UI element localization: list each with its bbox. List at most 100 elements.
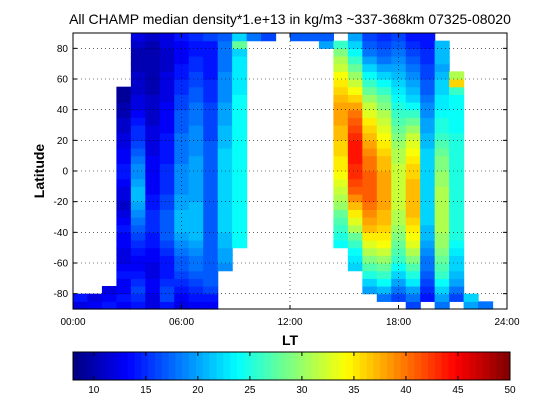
- heatmap-cell: [449, 224, 465, 233]
- heatmap-cell: [130, 125, 146, 134]
- heatmap-cell: [116, 255, 132, 264]
- colorbar-tick-label: 50: [504, 385, 516, 396]
- heatmap-cell: [347, 48, 363, 57]
- heatmap-cell: [203, 155, 219, 164]
- heatmap-cell: [174, 102, 190, 111]
- heatmap-cell: [420, 270, 436, 279]
- heatmap-cell: [145, 56, 161, 65]
- heatmap-cell: [116, 94, 132, 103]
- heatmap-cell: [434, 186, 450, 195]
- heatmap-cell: [391, 109, 407, 118]
- heatmap-cell: [116, 132, 132, 141]
- y-tick-label: 40: [57, 105, 69, 116]
- heatmap-cell: [405, 293, 421, 302]
- heatmap-cell: [391, 163, 407, 172]
- heatmap-cell: [376, 194, 392, 203]
- heatmap-cell: [217, 201, 233, 210]
- colorbar-segment: [86, 352, 94, 380]
- heatmap-cell: [391, 33, 407, 42]
- x-tick-label: 00:00: [60, 317, 85, 328]
- heatmap-cell: [159, 263, 175, 272]
- heatmap-cell: [391, 132, 407, 141]
- heatmap-cell: [376, 186, 392, 195]
- heatmap-cell: [217, 86, 233, 95]
- heatmap-cell: [420, 171, 436, 180]
- heatmap-cell: [116, 278, 132, 287]
- heatmap-cell: [391, 232, 407, 241]
- heatmap-cell: [405, 140, 421, 149]
- heatmap-cell: [203, 201, 219, 210]
- heatmap-cell: [420, 86, 436, 95]
- heatmap-cell: [362, 286, 378, 295]
- heatmap-cell: [217, 148, 233, 157]
- heatmap-cell: [232, 201, 248, 210]
- heatmap-cell: [347, 40, 363, 49]
- heatmap-cell: [449, 117, 465, 126]
- heatmap-cell: [174, 125, 190, 134]
- heatmap-cell: [246, 33, 262, 42]
- colorbar-segment: [441, 352, 450, 380]
- heatmap-cell: [449, 132, 465, 141]
- heatmap-cell: [347, 232, 363, 241]
- heatmap-cell: [449, 201, 465, 210]
- heatmap-cell: [405, 86, 421, 95]
- heatmap-cell: [188, 163, 204, 172]
- heatmap-cell: [232, 140, 248, 149]
- heatmap-cell: [449, 247, 465, 256]
- heatmap-cell: [333, 125, 349, 134]
- heatmap-cell: [145, 247, 161, 256]
- heatmap-cell: [434, 278, 450, 287]
- heatmap-cell: [174, 155, 190, 164]
- heatmap-cell: [217, 255, 233, 264]
- heatmap-cell: [145, 194, 161, 203]
- heatmap-cell: [333, 194, 349, 203]
- heatmap-cell: [376, 40, 392, 49]
- heatmap-cell: [203, 132, 219, 141]
- heatmap-cell: [405, 232, 421, 241]
- heatmap-cell: [188, 209, 204, 218]
- colorbar-segment: [380, 352, 388, 380]
- heatmap-cell: [188, 186, 204, 195]
- heatmap-cell: [376, 125, 392, 134]
- heatmap-cell: [232, 155, 248, 164]
- heatmap-cell: [130, 178, 146, 187]
- colorbar-segment: [141, 352, 149, 380]
- colorbar-segment: [428, 352, 436, 380]
- colorbar-tick-label: 30: [296, 385, 308, 396]
- colorbar-segment: [148, 352, 156, 380]
- heatmap-cell: [347, 79, 363, 88]
- heatmap-cell: [203, 71, 219, 80]
- heatmap-cell: [434, 201, 450, 210]
- heatmap-cell: [232, 102, 248, 111]
- heatmap-cell: [203, 270, 219, 279]
- heatmap-cell: [449, 255, 465, 264]
- heatmap-cell: [333, 56, 349, 65]
- heatmap-cell: [159, 86, 175, 95]
- heatmap-cell: [130, 286, 146, 295]
- heatmap-cell: [376, 33, 392, 42]
- heatmap-cell: [203, 178, 219, 187]
- colorbar-segment: [107, 352, 115, 380]
- heatmap-cell: [145, 148, 161, 157]
- heatmap-cell: [159, 286, 175, 295]
- heatmap-cell: [420, 194, 436, 203]
- heatmap-cell: [347, 94, 363, 103]
- heatmap-cell: [130, 301, 146, 310]
- heatmap-cell: [145, 86, 161, 95]
- heatmap-cell: [203, 109, 219, 118]
- heatmap-cell: [188, 40, 204, 49]
- heatmap-cell: [347, 163, 363, 172]
- heatmap-cell: [376, 232, 392, 241]
- heatmap-cell: [203, 94, 219, 103]
- heatmap-cell: [333, 86, 349, 95]
- heatmap-cell: [232, 132, 248, 141]
- heatmap-cell: [232, 109, 248, 118]
- heatmap-cell: [333, 232, 349, 241]
- heatmap-cell: [434, 209, 450, 218]
- heatmap-cell: [232, 117, 248, 126]
- heatmap-cell: [304, 33, 320, 42]
- colorbar-segment: [209, 352, 217, 380]
- heatmap-cell: [145, 301, 161, 310]
- heatmap-cell: [420, 209, 436, 218]
- heatmap-cell: [333, 79, 349, 88]
